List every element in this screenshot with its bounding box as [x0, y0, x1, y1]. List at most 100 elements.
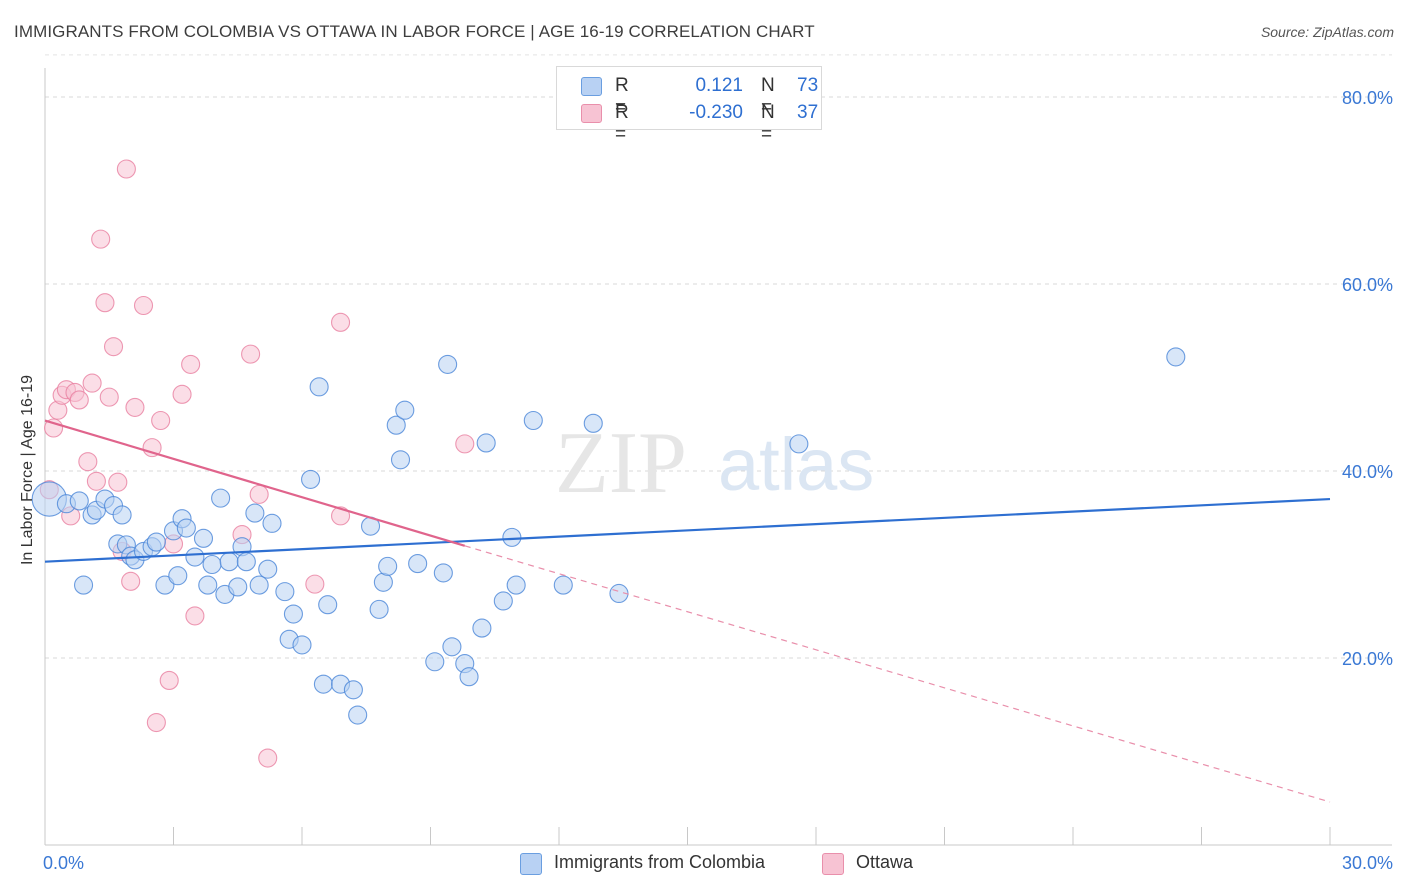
ottawa-point [185, 606, 205, 626]
ottawa-point [172, 384, 192, 404]
colombia-point [583, 413, 603, 433]
colombia-point [378, 556, 398, 576]
colombia-point [369, 599, 389, 619]
ottawa-point [82, 373, 102, 393]
colombia-point [198, 575, 218, 595]
colombia-point [506, 575, 526, 595]
y-tick-label: 40.0% [1342, 462, 1393, 482]
ottawa-point [305, 574, 325, 594]
ottawa-point [91, 229, 111, 249]
colombia-point [438, 354, 458, 374]
ottawa-point [125, 397, 145, 417]
ottawa-point [133, 295, 154, 316]
legend-label: Ottawa [856, 852, 914, 872]
ottawa-point [159, 670, 179, 690]
colombia-point [74, 575, 94, 595]
trend-lines [44, 419, 1331, 803]
ottawa-point [330, 506, 351, 526]
colombia-point [202, 554, 222, 575]
colombia-point [395, 400, 415, 420]
chart-source: Source: ZipAtlas.com [1260, 24, 1394, 40]
stats-legend: R = 0.121 N = 73 R = -0.230 N = 37 [556, 66, 822, 145]
colombia-point [146, 532, 166, 552]
y-tick-label: 60.0% [1342, 275, 1393, 295]
colombia-point [493, 591, 513, 611]
watermark: ZIP atlas [555, 415, 874, 512]
colombia-point [313, 674, 333, 694]
colombia-legend-swatch [520, 853, 542, 875]
colombia-point [318, 595, 338, 615]
colombia-point [275, 582, 295, 602]
colombia-point [228, 577, 248, 597]
colombia-point [408, 554, 428, 574]
n-value: 37 [797, 102, 819, 123]
colombia-point [301, 469, 321, 489]
ottawa-trend-line [44, 419, 466, 547]
ottawa-point [69, 390, 89, 410]
colombia-point [523, 410, 543, 431]
tick-labels: 20.0% 40.0% 60.0% 80.0% 0.0% 30.0% [43, 88, 1393, 873]
r-label: R = [615, 102, 629, 145]
colombia-point [425, 652, 445, 672]
ottawa-point [258, 748, 278, 768]
colombia-point [262, 513, 282, 533]
colombia-point [309, 377, 329, 397]
colombia-point [193, 528, 214, 548]
ottawa-point [116, 159, 136, 179]
ottawa-trend-extension [464, 545, 1331, 803]
x-tick-label: 0.0% [43, 853, 84, 873]
axes [44, 68, 1392, 846]
ottawa-point [241, 344, 261, 364]
gridlines [45, 54, 1392, 659]
colombia-point [176, 518, 196, 538]
n-value: 73 [797, 75, 819, 96]
colombia-point [168, 566, 188, 586]
colombia-swatch [581, 77, 602, 96]
colombia-point [211, 488, 231, 508]
ottawa-point [99, 387, 119, 407]
colombia-point [258, 559, 278, 579]
colombia-point [249, 575, 269, 595]
colombia-point [390, 450, 411, 470]
r-value: -0.230 [689, 102, 743, 123]
y-tick-label: 20.0% [1342, 649, 1393, 669]
r-label: R = [615, 75, 629, 118]
ottawa-point [103, 337, 124, 357]
colombia-point [1166, 347, 1186, 367]
n-label: N = [761, 75, 775, 118]
colombia-point [112, 505, 132, 525]
ottawa-point [108, 472, 128, 492]
ottawa-point [121, 571, 141, 591]
ottawa-point [86, 471, 106, 491]
colombia-point [433, 563, 453, 583]
colombia-point [155, 575, 175, 595]
ottawa-point [330, 312, 351, 332]
colombia-point [442, 637, 462, 657]
legend-label: Immigrants from Colombia [554, 852, 766, 872]
colombia-point [69, 491, 89, 511]
ottawa-swatch [581, 104, 602, 123]
colombia-point [789, 434, 809, 454]
colombia-point [472, 618, 492, 638]
colombia-point [386, 415, 406, 435]
ottawa-point [95, 293, 115, 313]
colombia-point [348, 705, 368, 725]
ottawa-point [146, 712, 166, 733]
ottawa-point [181, 354, 201, 374]
colombia-point [459, 667, 479, 687]
colombia-points [31, 347, 1186, 725]
n-label: N = [761, 102, 775, 145]
colombia-point [219, 552, 239, 572]
x-tick-label: 30.0% [1342, 853, 1393, 873]
colombia-point [476, 433, 496, 453]
colombia-point [283, 604, 303, 624]
colombia-point [292, 635, 312, 655]
r-value: 0.121 [695, 75, 743, 96]
colombia-trend-line [44, 497, 1331, 563]
ottawa-point [78, 452, 98, 472]
ottawa-legend-swatch [822, 853, 844, 875]
watermark-zip: ZIP [555, 415, 687, 512]
ottawa-point [151, 410, 171, 431]
colombia-point [236, 552, 256, 572]
